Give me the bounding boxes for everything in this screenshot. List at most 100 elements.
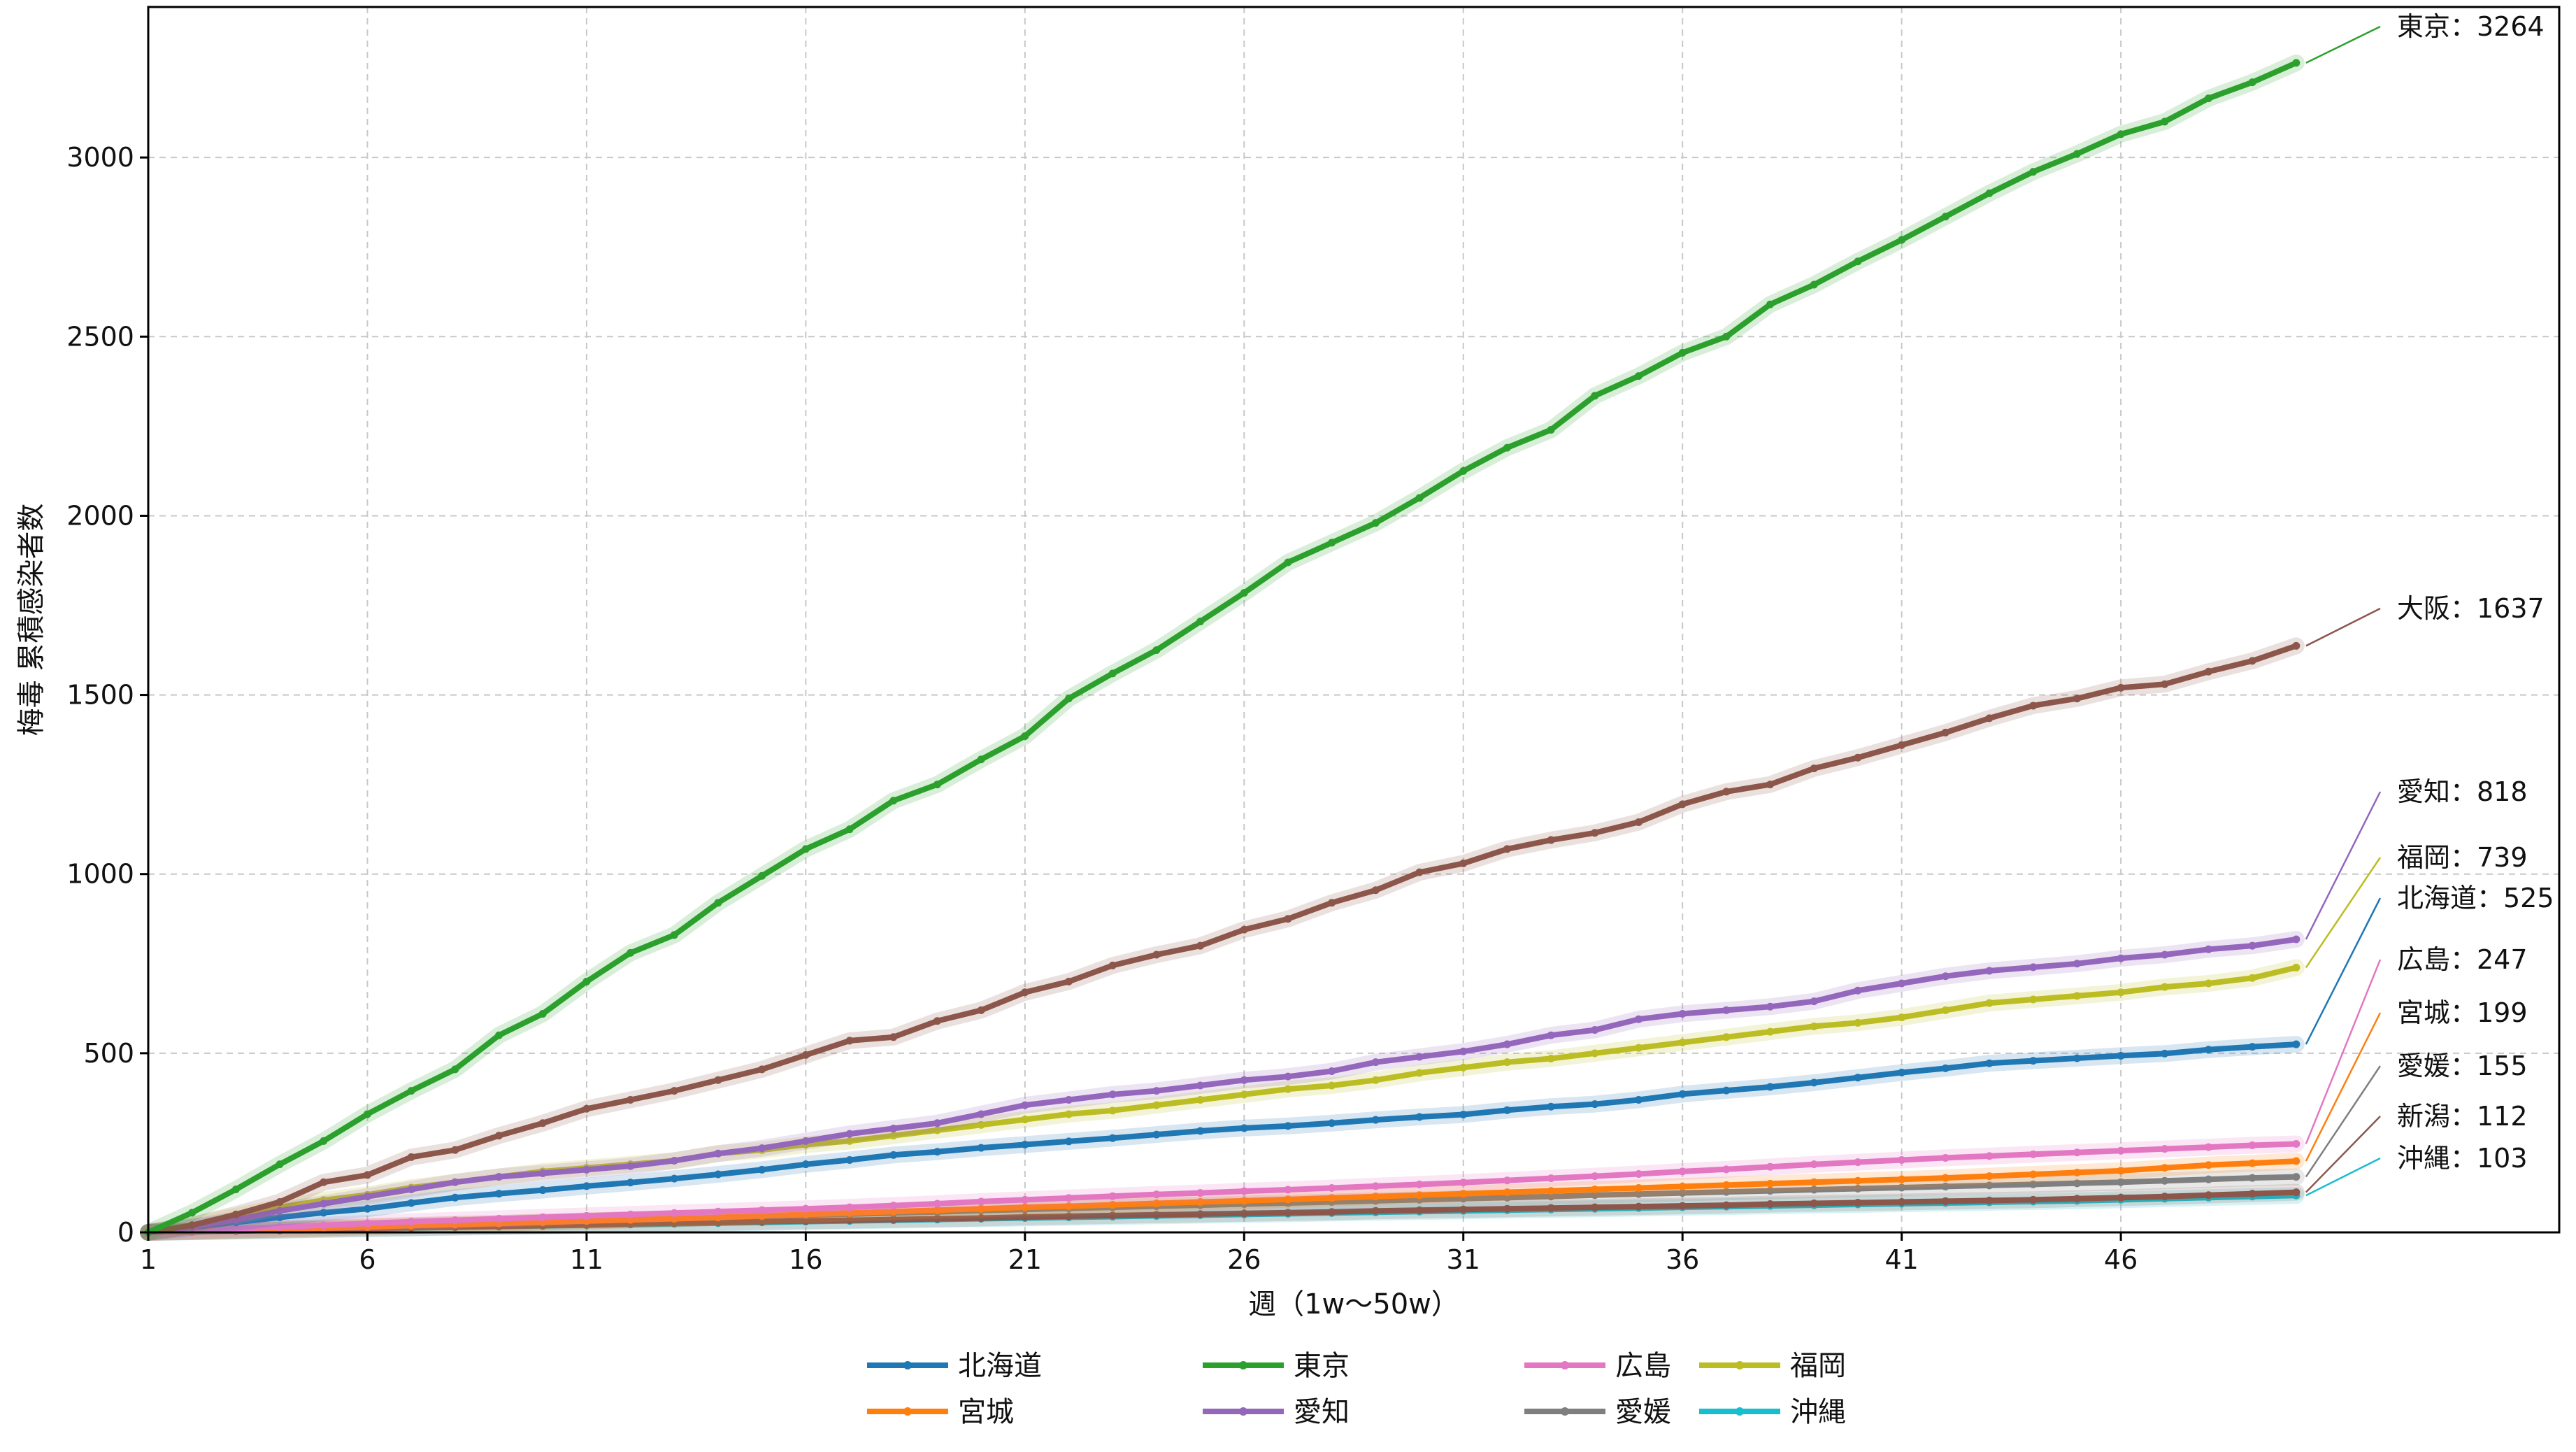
data-point — [1722, 1086, 1731, 1095]
data-point — [1240, 1124, 1248, 1132]
data-point — [231, 1186, 240, 1194]
data-point — [2029, 1170, 2038, 1179]
x-tick-label: 16 — [789, 1244, 822, 1275]
data-point — [1634, 1044, 1643, 1052]
legend-label: 東京 — [1294, 1350, 1350, 1382]
data-point — [1415, 1053, 1424, 1061]
legend-label: 北海道 — [958, 1350, 1042, 1382]
legend-item-宮城: 宮城 — [867, 1396, 1014, 1428]
data-point — [933, 1126, 941, 1134]
data-point — [670, 1157, 678, 1165]
data-point — [1503, 1193, 1511, 1202]
data-point — [1722, 332, 1731, 341]
data-point — [933, 781, 941, 789]
legend-item-広島: 広島 — [1524, 1350, 1671, 1382]
data-point — [1021, 1213, 1029, 1221]
data-point — [495, 1132, 503, 1140]
data-point — [2029, 1150, 2038, 1158]
data-point — [1503, 1040, 1511, 1048]
data-point — [1021, 1195, 1029, 1204]
data-point — [1766, 1162, 1775, 1171]
data-point — [1678, 1167, 1687, 1176]
data-point — [1898, 1156, 1906, 1165]
data-point — [1854, 986, 1862, 995]
data-point — [320, 1137, 328, 1145]
data-point — [1854, 257, 1862, 266]
data-point — [845, 825, 854, 834]
data-point — [933, 1200, 941, 1208]
y-axis: 0 500 1000 1500 2000 2500 3000 — [66, 142, 148, 1248]
data-point — [1415, 1191, 1424, 1200]
x-tick-label: 46 — [2104, 1244, 2138, 1275]
data-point — [2248, 1141, 2256, 1150]
data-point — [1766, 1083, 1775, 1091]
data-point — [1634, 1095, 1643, 1104]
data-point — [1591, 1191, 1599, 1200]
data-point — [1547, 1193, 1555, 1201]
x-tick-label: 26 — [1227, 1244, 1261, 1275]
data-point — [2292, 1173, 2300, 1181]
data-point — [1898, 979, 1906, 988]
data-point — [758, 1065, 766, 1074]
series-東京 — [140, 54, 2305, 1241]
leader-line — [2305, 1012, 2382, 1162]
data-point — [2161, 680, 2169, 688]
data-point — [1108, 1211, 1117, 1220]
data-point — [1722, 1006, 1731, 1014]
data-point — [1810, 1200, 1818, 1208]
end-label: 愛媛：155 — [2397, 1051, 2528, 1081]
data-point — [1985, 1152, 1994, 1160]
data-point — [889, 1216, 898, 1224]
data-point — [1415, 1180, 1424, 1188]
data-point — [2161, 1145, 2169, 1153]
data-point — [1985, 1196, 1994, 1204]
data-point — [670, 1215, 678, 1223]
data-point — [1284, 1085, 1292, 1093]
data-point — [1108, 1201, 1117, 1209]
data-point — [1766, 1187, 1775, 1195]
data-point — [1854, 1176, 1862, 1185]
data-point — [1810, 1160, 1818, 1169]
y-tick-label: 1000 — [66, 859, 134, 890]
data-point — [1459, 1110, 1468, 1118]
data-point — [1284, 1195, 1292, 1204]
data-point — [801, 1204, 810, 1213]
data-point — [451, 1193, 459, 1202]
data-point — [1284, 915, 1292, 923]
y-tick-label: 500 — [83, 1038, 134, 1069]
data-point — [1240, 1197, 1248, 1205]
data-point — [889, 1207, 898, 1216]
data-point — [1810, 1079, 1818, 1087]
data-point — [1941, 972, 1949, 981]
data-point — [407, 1087, 415, 1095]
data-point — [2117, 1146, 2125, 1155]
data-point — [1196, 1189, 1205, 1197]
series-北海道 — [140, 1036, 2305, 1241]
data-point — [1591, 1203, 1599, 1211]
data-point — [977, 1110, 985, 1118]
data-point — [1371, 519, 1380, 527]
data-point — [714, 899, 722, 907]
data-point — [1941, 1197, 1949, 1205]
legend-marker — [1239, 1361, 1247, 1369]
end-label: 広島：247 — [2397, 944, 2528, 975]
data-point — [363, 1171, 371, 1179]
data-point — [2029, 168, 2038, 176]
legend-label: 沖縄 — [1790, 1396, 1846, 1428]
data-point — [889, 797, 898, 805]
leader-line — [2305, 1065, 2382, 1178]
data-point — [1240, 1209, 1248, 1218]
data-point — [977, 1204, 985, 1213]
end-label: 宮城：199 — [2397, 997, 2528, 1028]
data-point — [714, 1207, 722, 1216]
data-point — [627, 1210, 635, 1218]
data-point — [320, 1221, 328, 1230]
data-point — [758, 1211, 766, 1220]
data-point — [758, 1206, 766, 1214]
data-point — [1985, 967, 1994, 975]
data-point — [714, 1213, 722, 1221]
data-point — [451, 1065, 459, 1074]
data-point — [1240, 1076, 1248, 1084]
data-point — [627, 1162, 635, 1170]
x-tick-label: 21 — [1008, 1244, 1042, 1275]
